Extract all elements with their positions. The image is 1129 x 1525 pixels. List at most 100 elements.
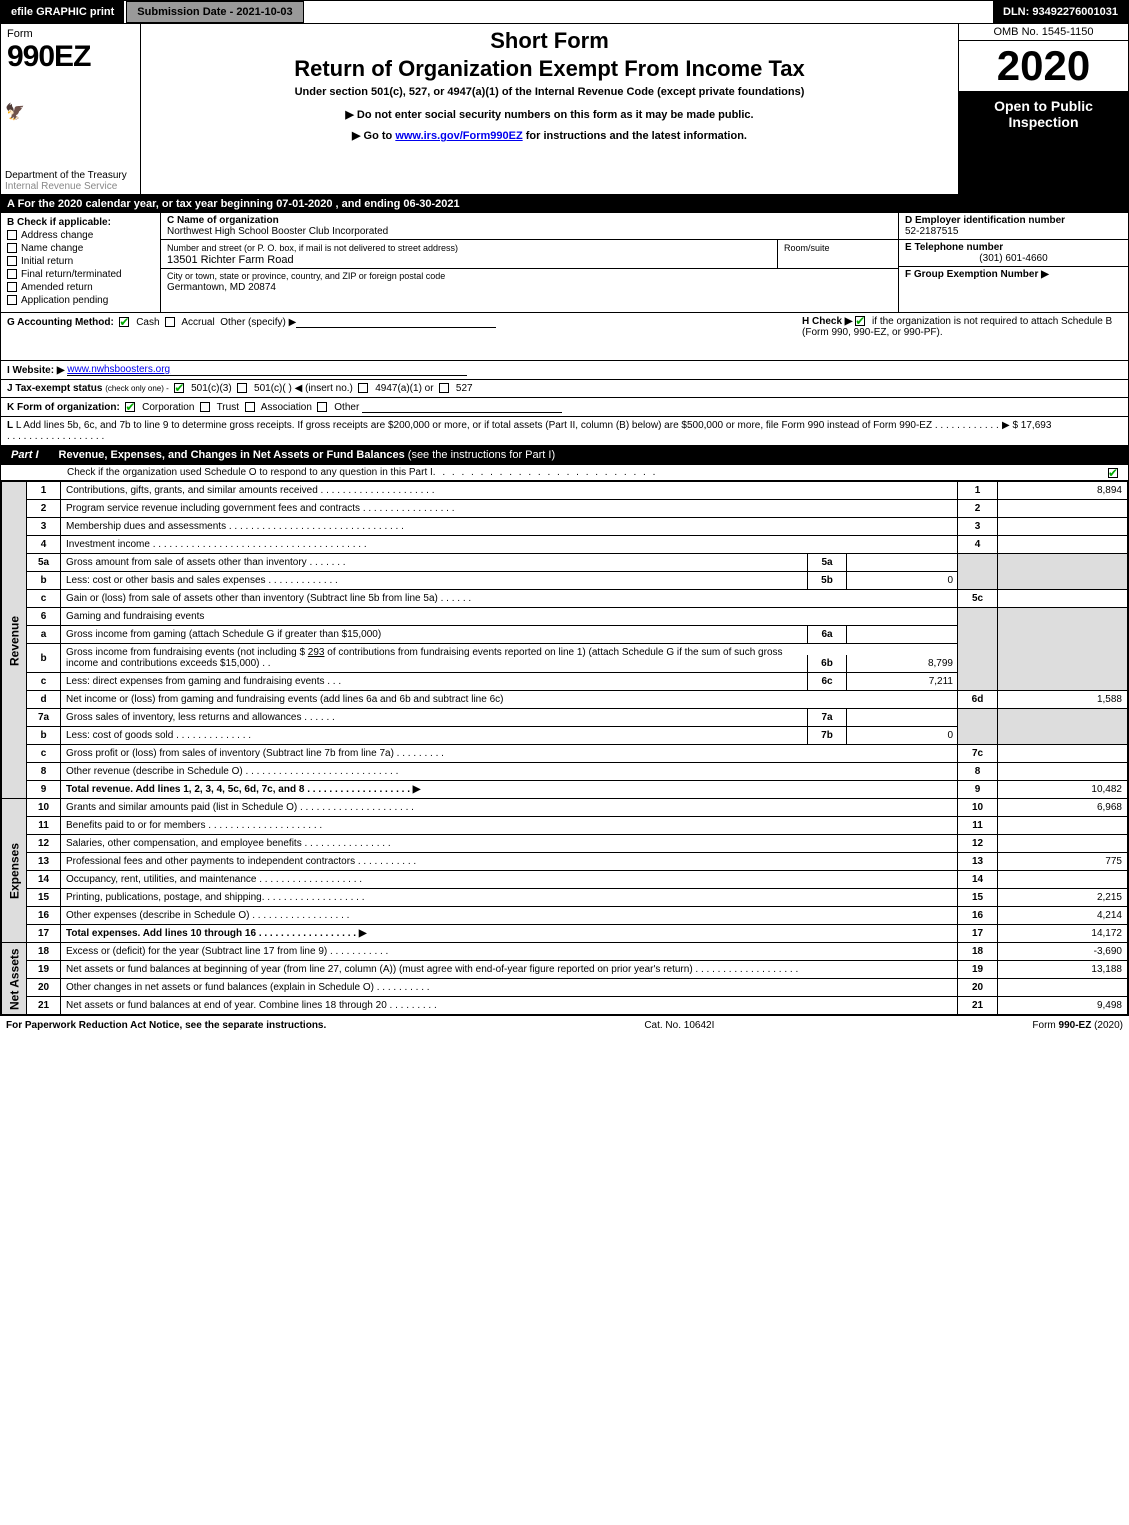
bcd-section: B Check if applicable: Address change Na…: [1, 213, 1128, 313]
table-row: 3 Membership dues and assessments . . . …: [2, 518, 1128, 536]
cb-501c3[interactable]: [174, 383, 184, 393]
line-k: K Form of organization: Corporation Trus…: [1, 398, 1128, 417]
shaded-cell: [998, 554, 1128, 590]
row-num: 14: [27, 871, 61, 889]
sub-num: 5b: [807, 572, 847, 589]
cb-assoc[interactable]: [245, 402, 255, 412]
row-desc: Contributions, gifts, grants, and simila…: [61, 482, 958, 500]
cb-initial-return[interactable]: Initial return: [7, 256, 154, 267]
cb-final-return[interactable]: Final return/terminated: [7, 269, 154, 280]
row-value: [998, 518, 1128, 536]
row-desc: Less: cost or other basis and sales expe…: [61, 572, 958, 590]
efile-print-button[interactable]: efile GRAPHIC print: [1, 1, 126, 23]
cb-501c[interactable]: [237, 383, 247, 393]
row-num: 1: [27, 482, 61, 500]
goto-post: for instructions and the latest informat…: [523, 130, 747, 142]
cb-527[interactable]: [439, 383, 449, 393]
box-b: B Check if applicable: Address change Na…: [1, 213, 161, 312]
row-num: 20: [27, 979, 61, 997]
row-line-num: 1: [958, 482, 998, 500]
sub-val: [847, 560, 957, 566]
cb-amended-return[interactable]: Amended return: [7, 282, 154, 293]
row-line-num: 12: [958, 835, 998, 853]
j-sub: (check only one) -: [105, 384, 169, 393]
g-label: G Accounting Method:: [7, 317, 114, 328]
org-name-block: C Name of organization Northwest High Sc…: [161, 213, 898, 240]
footer-left: For Paperwork Reduction Act Notice, see …: [6, 1020, 326, 1031]
goto-pre: ▶ Go to: [352, 130, 395, 142]
row-num: 11: [27, 817, 61, 835]
row-desc: Salaries, other compensation, and employ…: [61, 835, 958, 853]
cb-address-change[interactable]: Address change: [7, 230, 154, 241]
row-desc: Net assets or fund balances at end of ye…: [61, 997, 958, 1015]
row-line-num: 17: [958, 925, 998, 943]
part-1-header: Part I Revenue, Expenses, and Changes in…: [1, 446, 1128, 465]
part-1-label: Part I: [1, 446, 53, 464]
submission-date-box: Submission Date - 2021-10-03: [126, 1, 303, 23]
row-num: 19: [27, 961, 61, 979]
page-footer: For Paperwork Reduction Act Notice, see …: [0, 1016, 1129, 1035]
row-num: 16: [27, 907, 61, 925]
table-row: 11Benefits paid to or for members . . . …: [2, 817, 1128, 835]
j-527: 527: [456, 383, 473, 394]
cb-name-change[interactable]: Name change: [7, 243, 154, 254]
ein-block: D Employer identification number 52-2187…: [899, 213, 1128, 240]
row-num: 7a: [27, 709, 61, 727]
website-link[interactable]: www.nwhsboosters.org: [67, 364, 170, 375]
row-num: 4: [27, 536, 61, 554]
row-desc: Investment income . . . . . . . . . . . …: [61, 536, 958, 554]
row-line-num: 10: [958, 799, 998, 817]
table-row: 17Total expenses. Add lines 10 through 1…: [2, 925, 1128, 943]
row-desc: Other expenses (describe in Schedule O) …: [61, 907, 958, 925]
g-other-blank[interactable]: [296, 316, 496, 328]
line-j: J Tax-exempt status (check only one) - 5…: [1, 380, 1128, 398]
table-row: 4 Investment income . . . . . . . . . . …: [2, 536, 1128, 554]
street-label: Number and street (or P. O. box, if mail…: [167, 243, 458, 253]
cb-accrual[interactable]: [165, 317, 175, 327]
cb-other[interactable]: [317, 402, 327, 412]
revenue-side-label: Revenue: [2, 482, 27, 799]
topbar: efile GRAPHIC print Submission Date - 20…: [1, 1, 1128, 23]
cb-cash[interactable]: [119, 317, 129, 327]
sub-val: [847, 632, 957, 638]
table-row: 7a Gross sales of inventory, less return…: [2, 709, 1128, 727]
row-value: [998, 835, 1128, 853]
phone-block: E Telephone number (301) 601-4660: [899, 240, 1128, 267]
cb-h[interactable]: [855, 316, 865, 326]
table-row: 15Printing, publications, postage, and s…: [2, 889, 1128, 907]
row-num: c: [27, 673, 61, 691]
row-desc: Other revenue (describe in Schedule O) .…: [61, 763, 958, 781]
cb-4947[interactable]: [358, 383, 368, 393]
row-line-num: 21: [958, 997, 998, 1015]
cb-schedule-o[interactable]: [1108, 468, 1118, 478]
row-desc: Professional fees and other payments to …: [61, 853, 958, 871]
row-num: c: [27, 590, 61, 608]
row-num: b: [27, 572, 61, 590]
row-desc: Membership dues and assessments . . . . …: [61, 518, 958, 536]
table-row: c Gross profit or (loss) from sales of i…: [2, 745, 1128, 763]
topbar-spacer: [304, 1, 993, 23]
k-other-blank[interactable]: [362, 401, 562, 413]
shaded-cell: [998, 709, 1128, 745]
ein-value: 52-2187515: [905, 226, 958, 237]
cb-trust[interactable]: [200, 402, 210, 412]
goto-link[interactable]: www.irs.gov/Form990EZ: [395, 130, 522, 142]
cb-corp[interactable]: [125, 402, 135, 412]
row-line-num: 15: [958, 889, 998, 907]
sub-num: 5a: [807, 554, 847, 571]
table-row: Net Assets 18 Excess or (deficit) for th…: [2, 943, 1128, 961]
omb-number: OMB No. 1545-1150: [959, 24, 1128, 41]
row-num: 17: [27, 925, 61, 943]
goto-line: ▶ Go to www.irs.gov/Form990EZ for instru…: [149, 129, 950, 142]
row-value: [998, 871, 1128, 889]
k-corp: Corporation: [142, 402, 194, 413]
city-value: Germantown, MD 20874: [167, 282, 276, 293]
cb-application-pending[interactable]: Application pending: [7, 295, 154, 306]
row-desc: Gross profit or (loss) from sales of inv…: [61, 745, 958, 763]
row-num: 9: [27, 781, 61, 799]
row-desc: Occupancy, rent, utilities, and maintena…: [61, 871, 958, 889]
table-row: 16Other expenses (describe in Schedule O…: [2, 907, 1128, 925]
row-value: 13,188: [998, 961, 1128, 979]
row-value: 4,214: [998, 907, 1128, 925]
row-desc-text: Less: direct expenses from gaming and fu…: [66, 676, 807, 687]
